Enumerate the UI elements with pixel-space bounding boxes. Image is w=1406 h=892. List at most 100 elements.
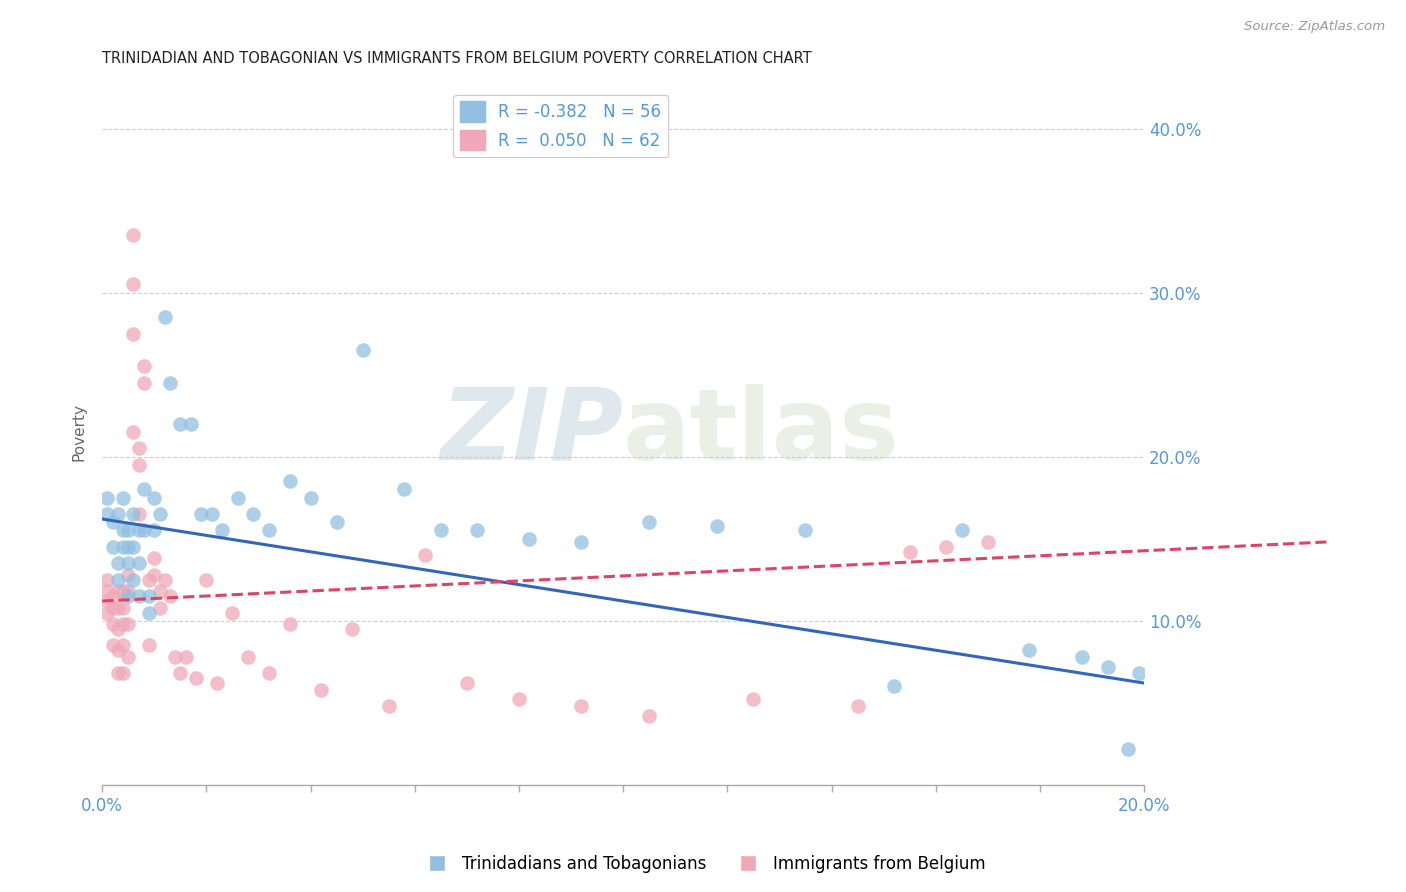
Point xyxy=(309,682,332,697)
Point xyxy=(122,277,145,292)
Legend: R = -0.382   N = 56, R =  0.050   N = 62: R = -0.382 N = 56, R = 0.050 N = 62 xyxy=(453,95,668,157)
Point xyxy=(143,491,166,505)
Point xyxy=(153,310,176,325)
Point xyxy=(508,692,530,706)
Point xyxy=(706,518,728,533)
Point xyxy=(132,359,155,374)
Point xyxy=(211,524,233,538)
Point xyxy=(138,606,160,620)
Point xyxy=(107,600,129,615)
Point xyxy=(122,425,145,439)
Point xyxy=(278,475,301,489)
Point xyxy=(456,676,478,690)
Point xyxy=(117,524,139,538)
Point xyxy=(201,507,224,521)
Point xyxy=(519,532,541,546)
Point xyxy=(101,540,124,554)
Y-axis label: Poverty: Poverty xyxy=(72,403,86,461)
Point xyxy=(132,376,155,390)
Point xyxy=(112,600,135,615)
Point xyxy=(107,622,129,636)
Point xyxy=(107,643,129,657)
Point xyxy=(138,638,160,652)
Point xyxy=(742,692,765,706)
Point xyxy=(794,524,817,538)
Point xyxy=(430,524,453,538)
Point xyxy=(169,666,191,681)
Point xyxy=(107,556,129,570)
Point xyxy=(117,617,139,632)
Point xyxy=(122,228,145,243)
Text: atlas: atlas xyxy=(623,384,900,481)
Point xyxy=(299,491,322,505)
Point xyxy=(128,442,150,456)
Point xyxy=(898,545,921,559)
Point xyxy=(950,524,973,538)
Point xyxy=(96,606,118,620)
Point xyxy=(153,573,176,587)
Point xyxy=(1018,643,1040,657)
Point xyxy=(148,507,170,521)
Point xyxy=(128,507,150,521)
Point xyxy=(205,676,228,690)
Point xyxy=(112,540,135,554)
Point xyxy=(143,524,166,538)
Point xyxy=(180,417,202,431)
Point xyxy=(112,666,135,681)
Point xyxy=(571,535,593,549)
Point xyxy=(883,679,905,693)
Point xyxy=(342,622,364,636)
Point xyxy=(571,698,593,713)
Point xyxy=(112,491,135,505)
Point xyxy=(159,376,181,390)
Point xyxy=(112,617,135,632)
Point xyxy=(377,698,399,713)
Point xyxy=(122,326,145,341)
Point xyxy=(184,671,207,685)
Point xyxy=(101,589,124,603)
Point xyxy=(278,617,301,632)
Point xyxy=(112,524,135,538)
Point xyxy=(148,584,170,599)
Point xyxy=(122,507,145,521)
Point xyxy=(226,491,249,505)
Point xyxy=(101,516,124,530)
Text: Source: ZipAtlas.com: Source: ZipAtlas.com xyxy=(1244,20,1385,33)
Point xyxy=(122,540,145,554)
Point xyxy=(107,584,129,599)
Point xyxy=(190,507,212,521)
Point xyxy=(117,540,139,554)
Point xyxy=(1097,659,1119,673)
Point xyxy=(221,606,243,620)
Point xyxy=(122,573,145,587)
Point xyxy=(117,567,139,582)
Point xyxy=(96,594,118,608)
Point xyxy=(101,617,124,632)
Point xyxy=(112,638,135,652)
Point xyxy=(96,491,118,505)
Point xyxy=(638,709,661,723)
Point xyxy=(1118,741,1140,756)
Point xyxy=(128,589,150,603)
Point xyxy=(465,524,488,538)
Point xyxy=(117,584,139,599)
Point xyxy=(159,589,181,603)
Point xyxy=(96,507,118,521)
Point xyxy=(352,343,374,357)
Point xyxy=(132,483,155,497)
Point xyxy=(394,483,416,497)
Point xyxy=(257,666,280,681)
Text: TRINIDADIAN AND TOBAGONIAN VS IMMIGRANTS FROM BELGIUM POVERTY CORRELATION CHART: TRINIDADIAN AND TOBAGONIAN VS IMMIGRANTS… xyxy=(103,51,811,66)
Point xyxy=(112,584,135,599)
Point xyxy=(638,516,661,530)
Point xyxy=(195,573,218,587)
Point xyxy=(117,556,139,570)
Point xyxy=(128,556,150,570)
Point xyxy=(143,551,166,566)
Point xyxy=(143,567,166,582)
Text: ZIP: ZIP xyxy=(440,384,623,481)
Point xyxy=(1128,666,1150,681)
Point xyxy=(107,573,129,587)
Point xyxy=(132,524,155,538)
Point xyxy=(138,589,160,603)
